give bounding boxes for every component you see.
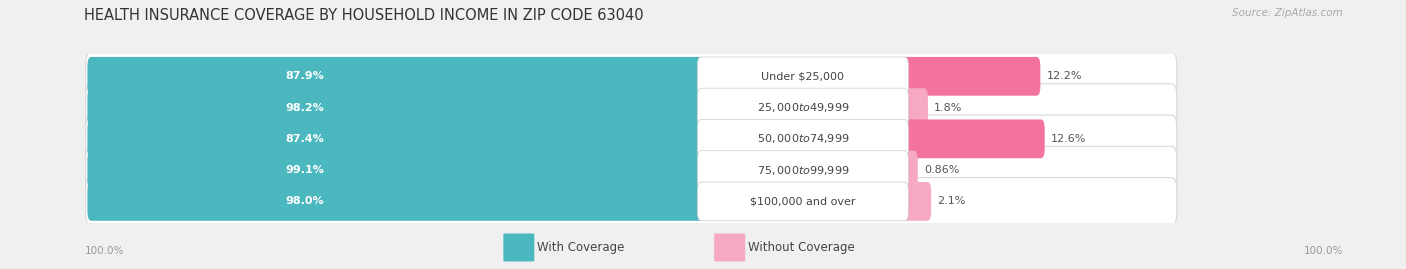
FancyBboxPatch shape <box>697 182 908 221</box>
FancyBboxPatch shape <box>87 182 704 221</box>
Text: 0.86%: 0.86% <box>924 165 959 175</box>
Text: 87.9%: 87.9% <box>285 71 323 81</box>
Text: Without Coverage: Without Coverage <box>748 241 855 254</box>
FancyBboxPatch shape <box>87 119 704 158</box>
FancyBboxPatch shape <box>87 151 704 189</box>
FancyBboxPatch shape <box>697 151 908 189</box>
Text: $75,000 to $99,999: $75,000 to $99,999 <box>756 164 849 177</box>
Text: 87.4%: 87.4% <box>285 134 323 144</box>
Text: 98.0%: 98.0% <box>285 196 323 206</box>
FancyBboxPatch shape <box>901 88 928 127</box>
FancyBboxPatch shape <box>86 84 1177 131</box>
Text: 1.8%: 1.8% <box>934 102 963 113</box>
Text: $25,000 to $49,999: $25,000 to $49,999 <box>756 101 849 114</box>
Text: $100,000 and over: $100,000 and over <box>751 196 856 206</box>
Text: With Coverage: With Coverage <box>537 241 624 254</box>
Text: 98.2%: 98.2% <box>285 102 323 113</box>
FancyBboxPatch shape <box>901 57 1040 96</box>
Text: HEALTH INSURANCE COVERAGE BY HOUSEHOLD INCOME IN ZIP CODE 63040: HEALTH INSURANCE COVERAGE BY HOUSEHOLD I… <box>84 8 644 23</box>
FancyBboxPatch shape <box>697 57 908 96</box>
FancyBboxPatch shape <box>697 119 908 158</box>
Text: 2.1%: 2.1% <box>938 196 966 206</box>
FancyBboxPatch shape <box>901 151 918 189</box>
FancyBboxPatch shape <box>87 57 704 96</box>
Text: 100.0%: 100.0% <box>1303 246 1343 256</box>
FancyBboxPatch shape <box>697 88 908 127</box>
FancyBboxPatch shape <box>901 119 1045 158</box>
FancyBboxPatch shape <box>901 182 931 221</box>
FancyBboxPatch shape <box>86 146 1177 194</box>
Text: 99.1%: 99.1% <box>285 165 323 175</box>
FancyBboxPatch shape <box>86 178 1177 225</box>
Text: Under $25,000: Under $25,000 <box>762 71 845 81</box>
Text: Source: ZipAtlas.com: Source: ZipAtlas.com <box>1232 8 1343 18</box>
Text: 12.2%: 12.2% <box>1046 71 1083 81</box>
Text: 12.6%: 12.6% <box>1052 134 1087 144</box>
FancyBboxPatch shape <box>86 115 1177 163</box>
Text: 100.0%: 100.0% <box>84 246 124 256</box>
FancyBboxPatch shape <box>86 52 1177 100</box>
Text: $50,000 to $74,999: $50,000 to $74,999 <box>756 132 849 145</box>
FancyBboxPatch shape <box>87 88 704 127</box>
